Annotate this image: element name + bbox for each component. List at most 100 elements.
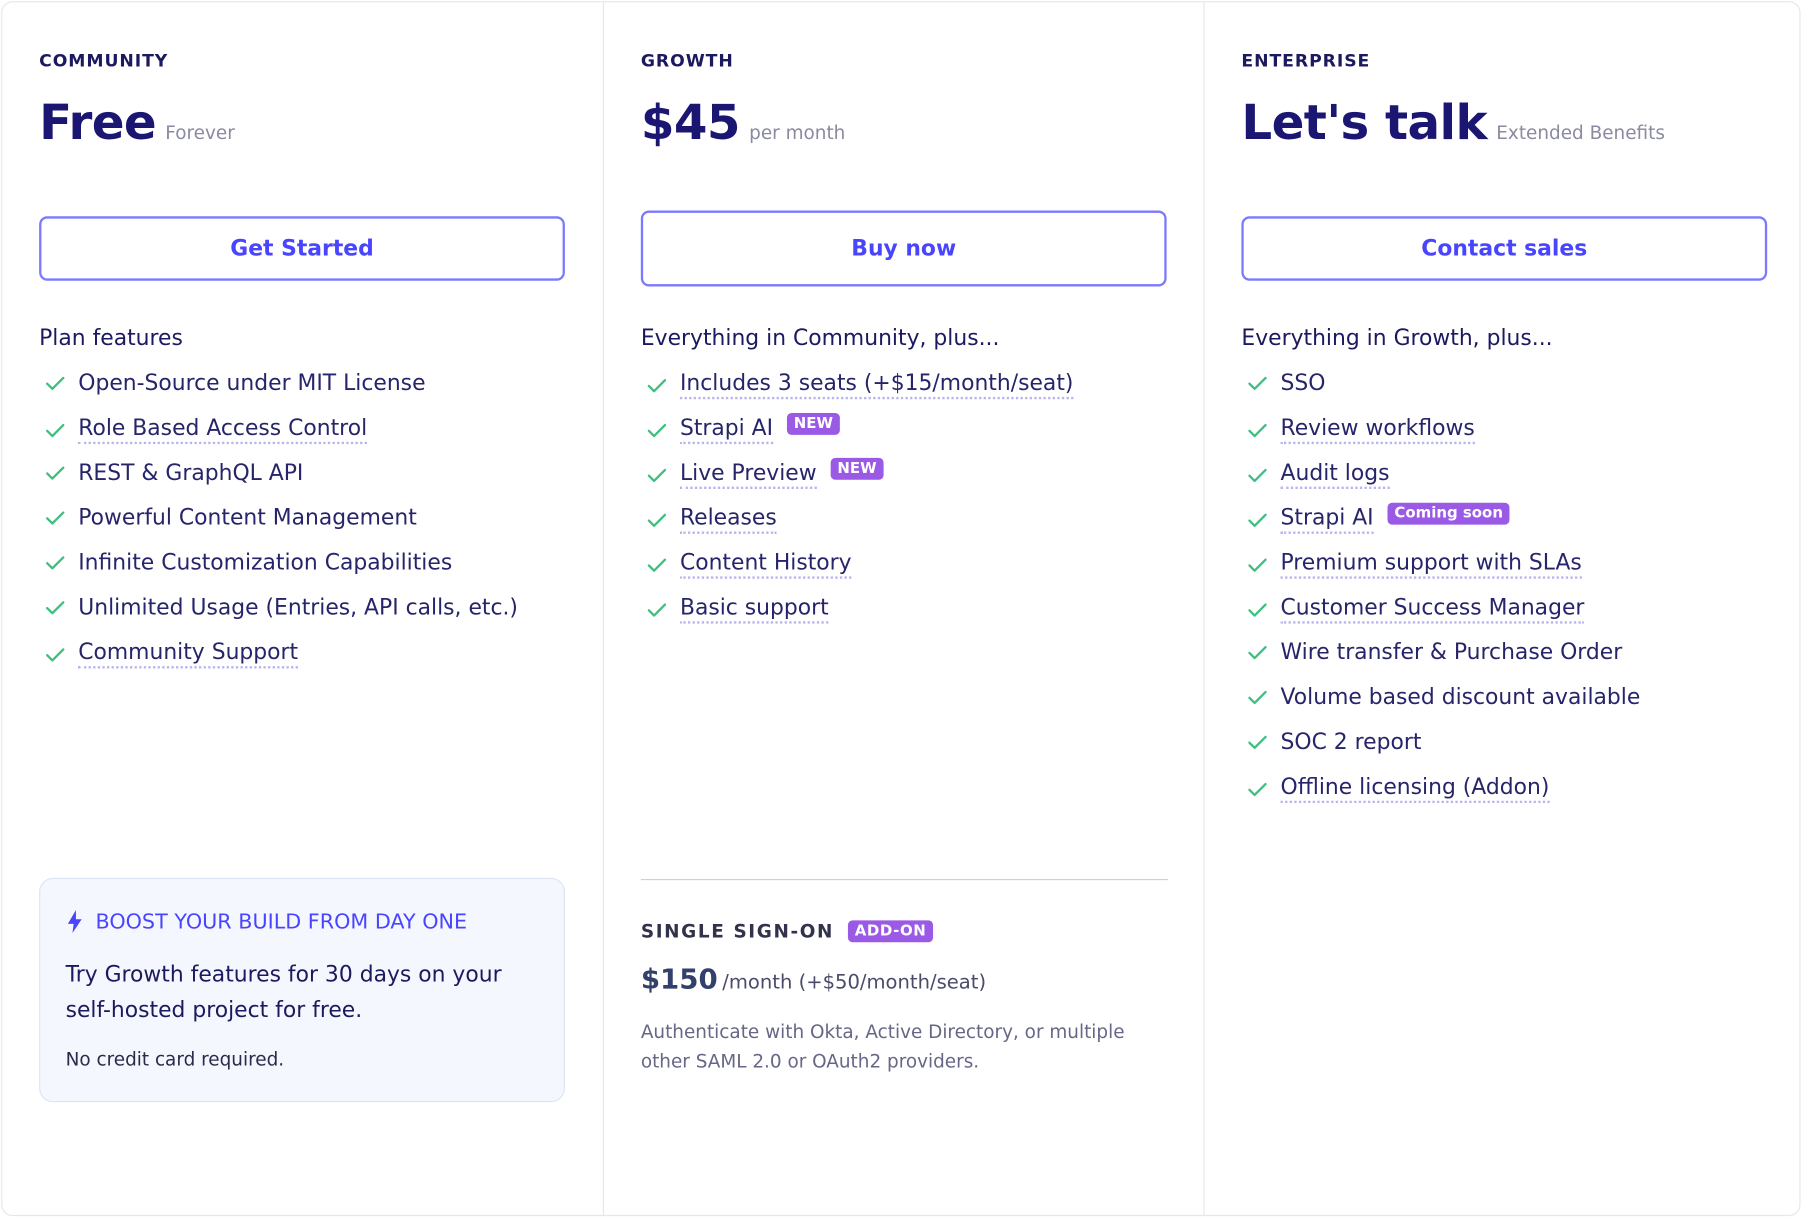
check-icon — [46, 511, 65, 525]
price-row: $45 per month — [641, 94, 846, 150]
check-icon — [647, 557, 667, 572]
feature-text: Unlimited Usage (Entries, API calls, etc… — [78, 594, 518, 621]
check-icon — [1248, 782, 1267, 796]
check-icon — [1248, 557, 1267, 572]
plan-column: COMMUNITY Free Forever Get Started Plan feat… — [2, 2, 601, 1215]
feature-item: Releases — [645, 505, 777, 534]
check-icon — [647, 423, 667, 437]
feature-text: SOC 2 report — [1280, 729, 1422, 755]
check-icon — [647, 378, 667, 392]
check-icon — [1248, 602, 1267, 617]
plan-tier: ENTERPRISE — [1241, 50, 1371, 72]
promo-title-text: BOOST YOUR BUILD FROM DAY ONE — [95, 909, 468, 934]
price-note: per month — [749, 121, 846, 144]
feature-item: Premium support with SLAs — [1246, 550, 1582, 579]
feature-item: Live Preview NEW — [645, 457, 884, 489]
check-icon — [647, 468, 667, 482]
feature-text: Wire transfer & Purchase Order — [1280, 639, 1623, 665]
feature-text[interactable]: Offline licensing (Addon) — [1280, 774, 1550, 804]
feature-item: SOC 2 report — [1246, 729, 1422, 755]
feature-item: SSO — [1246, 370, 1326, 396]
feature-item: Role Based Access Control — [44, 415, 368, 445]
check-icon — [1248, 646, 1267, 660]
feature-text[interactable]: Strapi AI — [1280, 505, 1374, 534]
features-heading: Everything in Growth, plus... — [1241, 325, 1553, 351]
feature-badge: NEW — [830, 457, 884, 480]
feature-text: SSO — [1280, 370, 1326, 396]
feature-item: Offline licensing (Addon) — [1246, 774, 1550, 804]
addon-name: SINGLE SIGN-ON — [640, 920, 835, 943]
feature-item: Volume based discount available — [1246, 685, 1640, 710]
feature-item: Customer Success Manager — [1246, 595, 1585, 624]
feature-text[interactable]: Customer Success Manager — [1280, 595, 1585, 624]
addon-price: $150 — [640, 962, 718, 996]
feature-badge: Coming soon — [1387, 502, 1510, 525]
feature-text[interactable]: Live Preview — [679, 460, 817, 489]
feature-text: Powerful Content Management — [78, 505, 417, 531]
feature-text[interactable]: Role Based Access Control — [78, 415, 368, 445]
cta-button[interactable]: Get Started — [39, 216, 565, 281]
feature-text[interactable]: Releases — [679, 505, 777, 534]
promo-text: Try Growth features for 30 days on your … — [65, 961, 502, 1023]
plan-column: ENTERPRISE Let's talk Extended Benefits Con… — [1203, 2, 1804, 1215]
feature-text: Volume based discount available — [1280, 684, 1641, 710]
check-icon — [46, 423, 65, 437]
price-note: Extended Benefits — [1496, 121, 1665, 144]
feature-text: Open-Source under MIT License — [78, 370, 426, 396]
feature-item: Community Support — [44, 640, 299, 669]
feature-item: Wire transfer & Purchase Order — [1246, 640, 1622, 665]
check-icon — [46, 376, 65, 391]
feature-item: REST & GraphQL API — [44, 460, 304, 486]
feature-text[interactable]: Audit logs — [1280, 460, 1390, 489]
feature-text[interactable]: Includes 3 seats (+$15/month/seat) — [679, 370, 1074, 400]
check-icon — [46, 466, 65, 480]
feature-text[interactable]: Basic support — [679, 595, 829, 624]
feature-text[interactable]: Content History — [679, 550, 852, 579]
plan-tier: GROWTH — [640, 50, 734, 72]
feature-item: Strapi AI NEW — [645, 413, 840, 445]
plan-price: $45 — [640, 94, 741, 151]
feature-item: Audit logs — [1246, 460, 1390, 489]
feature-text[interactable]: Premium support with SLAs — [1280, 550, 1582, 579]
features-heading: Everything in Community, plus... — [640, 325, 1000, 351]
addon-title: SINGLE SIGN-ON ADD-ON — [640, 920, 934, 943]
check-icon — [647, 602, 667, 617]
feature-badge: NEW — [786, 413, 840, 435]
feature-item: Review workflows — [1246, 415, 1475, 445]
check-icon — [46, 601, 65, 615]
feature-item: Content History — [645, 550, 852, 579]
plan-price: Let's talk — [1241, 94, 1488, 151]
features-heading: Plan features — [39, 325, 183, 351]
check-icon — [1248, 690, 1267, 705]
plan-column: GROWTH $45 per month Buy now Everything in C… — [602, 2, 1204, 1215]
check-icon — [1248, 423, 1267, 437]
feature-item: Open-Source under MIT License — [44, 370, 426, 396]
check-icon — [647, 513, 667, 527]
plan-price: Free — [39, 94, 157, 151]
promo-box: BOOST YOUR BUILD FROM DAY ONE Try Growth … — [39, 877, 565, 1103]
cta-button[interactable]: Buy now — [640, 210, 1167, 287]
price-row: Let's talk Extended Benefits — [1241, 94, 1665, 150]
divider — [640, 878, 1168, 881]
feature-item: Includes 3 seats (+$15/month/seat) — [645, 370, 1074, 400]
addon-price-row: $150/month (+$50/month/seat) — [641, 963, 986, 995]
check-icon — [1248, 468, 1267, 482]
check-icon — [46, 556, 65, 570]
feature-text[interactable]: Review workflows — [1280, 415, 1475, 445]
check-icon — [1248, 735, 1267, 749]
promo-note: No credit card required. — [65, 1048, 285, 1070]
check-icon — [1248, 513, 1267, 527]
addon-description: Authenticate with Okta, Active Directory… — [640, 1020, 1125, 1073]
addon-price-note: /month (+$50/month/seat) — [722, 971, 987, 995]
plan-tier: COMMUNITY — [39, 50, 169, 72]
feature-item: Powerful Content Management — [44, 505, 417, 530]
feature-item: Strapi AI Coming soon — [1246, 502, 1510, 534]
check-icon — [1248, 376, 1267, 391]
feature-text[interactable]: Community Support — [78, 640, 299, 669]
feature-text[interactable]: Strapi AI — [679, 415, 774, 445]
feature-item: Infinite Customization Capabilities — [44, 550, 452, 575]
cta-button[interactable]: Contact sales — [1241, 216, 1768, 281]
